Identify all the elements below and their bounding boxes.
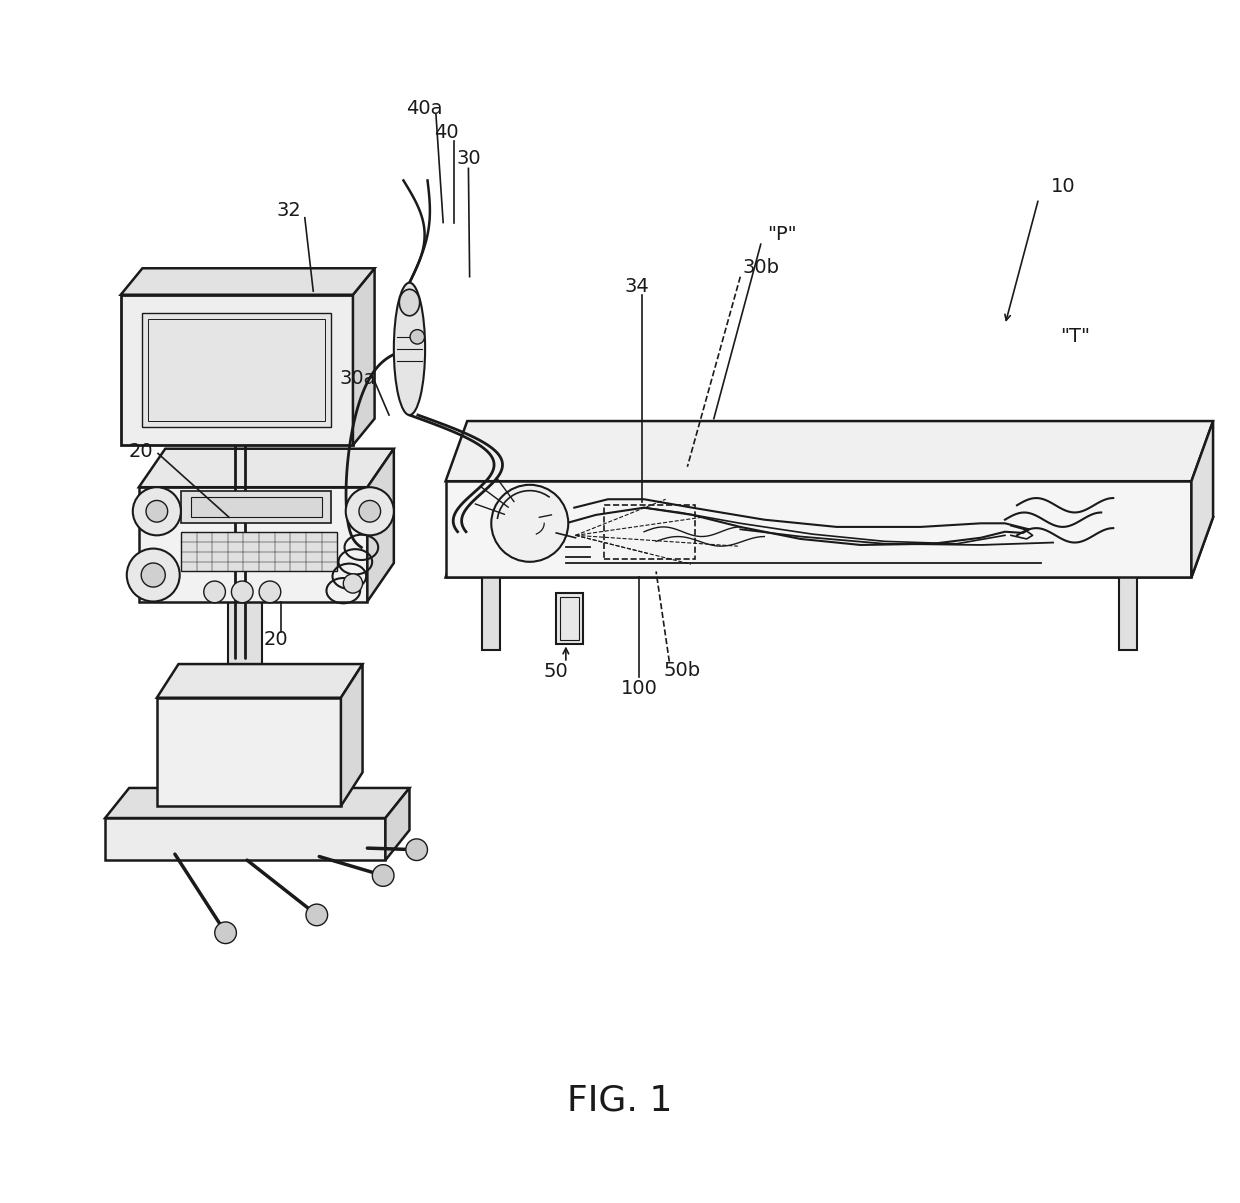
Circle shape	[372, 865, 394, 887]
Circle shape	[146, 500, 167, 522]
Bar	[604, 505, 694, 559]
Bar	[181, 491, 331, 523]
Polygon shape	[120, 268, 374, 295]
Polygon shape	[341, 664, 362, 806]
Bar	[191, 497, 321, 517]
Polygon shape	[156, 698, 341, 806]
Text: 30b: 30b	[743, 257, 779, 277]
Bar	[143, 313, 331, 427]
Bar	[559, 597, 579, 640]
Bar	[181, 532, 337, 571]
Circle shape	[306, 905, 327, 926]
Bar	[557, 593, 583, 644]
Circle shape	[126, 549, 180, 602]
Text: 20: 20	[264, 630, 288, 650]
Circle shape	[203, 581, 226, 603]
Polygon shape	[139, 487, 367, 602]
Polygon shape	[445, 517, 1213, 577]
Polygon shape	[1192, 421, 1213, 577]
Circle shape	[141, 563, 165, 587]
Circle shape	[346, 487, 394, 535]
Circle shape	[215, 921, 237, 943]
Circle shape	[259, 581, 280, 603]
Circle shape	[358, 500, 381, 522]
Polygon shape	[105, 788, 409, 818]
Ellipse shape	[394, 283, 425, 415]
Polygon shape	[156, 664, 362, 698]
Polygon shape	[386, 788, 409, 860]
Polygon shape	[105, 818, 386, 860]
Text: 30a: 30a	[340, 369, 376, 389]
Text: 10: 10	[1050, 177, 1075, 196]
Text: 100: 100	[621, 678, 657, 698]
Ellipse shape	[399, 290, 419, 316]
Text: 40: 40	[434, 123, 459, 142]
Circle shape	[343, 574, 362, 593]
Polygon shape	[367, 449, 394, 602]
Text: 30: 30	[456, 149, 481, 168]
Text: "T": "T"	[1060, 327, 1090, 346]
Polygon shape	[481, 577, 500, 650]
Text: 34: 34	[625, 277, 650, 296]
Circle shape	[410, 330, 424, 344]
Text: 20: 20	[129, 442, 154, 461]
Bar	[149, 319, 325, 421]
Polygon shape	[445, 421, 1213, 481]
Polygon shape	[139, 449, 394, 487]
Polygon shape	[353, 268, 374, 445]
Polygon shape	[1120, 577, 1137, 650]
Text: 50: 50	[544, 662, 569, 681]
Circle shape	[491, 485, 568, 562]
Bar	[228, 602, 262, 722]
Text: "P": "P"	[768, 225, 797, 244]
Polygon shape	[445, 481, 1192, 577]
Text: 40a: 40a	[405, 99, 443, 118]
Circle shape	[133, 487, 181, 535]
Text: FIG. 1: FIG. 1	[568, 1084, 672, 1118]
Circle shape	[232, 581, 253, 603]
Text: 32: 32	[277, 201, 301, 220]
Circle shape	[405, 838, 428, 860]
Text: 50b: 50b	[663, 660, 701, 680]
Polygon shape	[120, 295, 353, 445]
